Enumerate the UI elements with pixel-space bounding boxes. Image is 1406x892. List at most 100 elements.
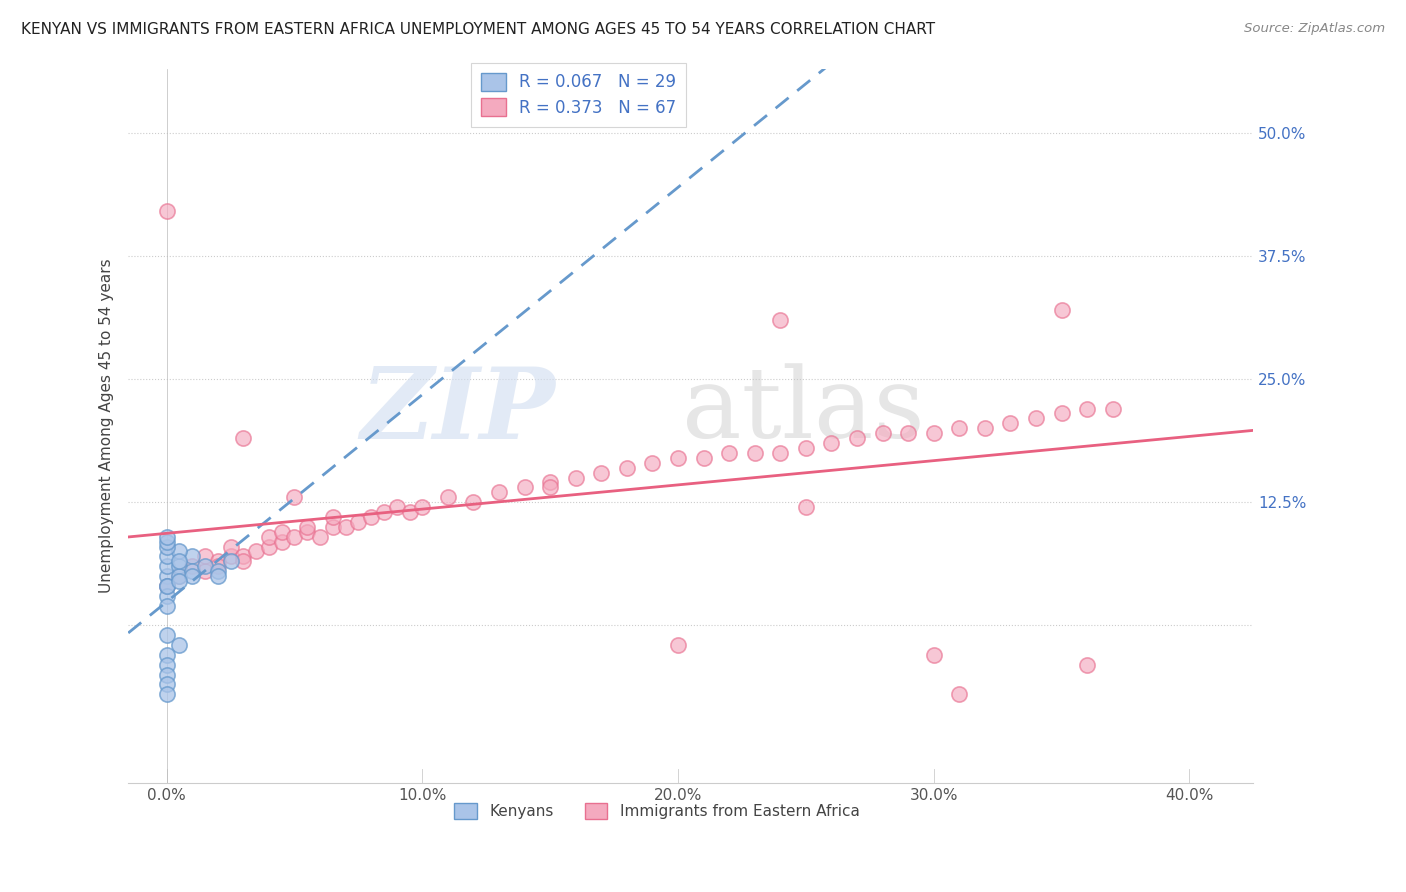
Point <box>155 657 177 672</box>
Point <box>207 554 229 568</box>
Point <box>181 559 204 574</box>
Point <box>270 524 292 539</box>
Point <box>270 534 292 549</box>
Text: atlas: atlas <box>682 364 925 459</box>
Point <box>155 579 177 593</box>
Point <box>219 540 242 554</box>
Text: ZIP: ZIP <box>361 363 555 459</box>
Point <box>1101 401 1123 416</box>
Point <box>846 431 869 445</box>
Point <box>948 687 970 701</box>
Point <box>769 313 792 327</box>
Point <box>169 554 191 568</box>
Point <box>872 426 894 441</box>
Point <box>794 441 817 455</box>
Point <box>666 638 689 652</box>
Point <box>155 540 177 554</box>
Y-axis label: Unemployment Among Ages 45 to 54 years: Unemployment Among Ages 45 to 54 years <box>100 259 114 593</box>
Point <box>155 204 177 219</box>
Point <box>1050 303 1073 318</box>
Point <box>1076 657 1098 672</box>
Point <box>373 505 395 519</box>
Point <box>194 549 217 564</box>
Point <box>922 426 945 441</box>
Point <box>1076 401 1098 416</box>
Point <box>347 515 370 529</box>
Point <box>257 540 280 554</box>
Point <box>155 677 177 691</box>
Point <box>538 475 561 490</box>
Point <box>1050 407 1073 421</box>
Point <box>219 554 242 568</box>
Point <box>1000 417 1022 431</box>
Point <box>666 450 689 465</box>
Point <box>360 510 382 524</box>
Point <box>463 495 485 509</box>
Point <box>820 436 842 450</box>
Point <box>207 569 229 583</box>
Point <box>232 554 254 568</box>
Point <box>591 466 613 480</box>
Point <box>692 450 714 465</box>
Point <box>538 480 561 494</box>
Point <box>283 530 305 544</box>
Point <box>169 638 191 652</box>
Point <box>207 564 229 578</box>
Point <box>718 446 741 460</box>
Point <box>155 559 177 574</box>
Point <box>155 687 177 701</box>
Point <box>322 520 344 534</box>
Point <box>411 500 433 514</box>
Point <box>219 549 242 564</box>
Point <box>169 569 191 583</box>
Point <box>155 599 177 613</box>
Point <box>155 549 177 564</box>
Point <box>232 549 254 564</box>
Point <box>181 564 204 578</box>
Point <box>155 534 177 549</box>
Text: KENYAN VS IMMIGRANTS FROM EASTERN AFRICA UNEMPLOYMENT AMONG AGES 45 TO 54 YEARS : KENYAN VS IMMIGRANTS FROM EASTERN AFRICA… <box>21 22 935 37</box>
Point <box>155 530 177 544</box>
Point <box>257 530 280 544</box>
Point <box>322 510 344 524</box>
Legend: Kenyans, Immigrants from Eastern Africa: Kenyans, Immigrants from Eastern Africa <box>449 797 866 825</box>
Point <box>897 426 920 441</box>
Point <box>194 559 217 574</box>
Point <box>194 564 217 578</box>
Point <box>155 589 177 603</box>
Point <box>1025 411 1047 425</box>
Point <box>794 500 817 514</box>
Point <box>744 446 766 460</box>
Point <box>155 667 177 681</box>
Point <box>155 579 177 593</box>
Text: Source: ZipAtlas.com: Source: ZipAtlas.com <box>1244 22 1385 36</box>
Point <box>169 574 191 588</box>
Point <box>207 559 229 574</box>
Point <box>922 648 945 662</box>
Point <box>155 579 177 593</box>
Point <box>297 524 319 539</box>
Point <box>155 569 177 583</box>
Point <box>181 549 204 564</box>
Point <box>283 490 305 504</box>
Point <box>564 470 586 484</box>
Point <box>245 544 267 558</box>
Point <box>398 505 420 519</box>
Point <box>385 500 408 514</box>
Point <box>948 421 970 435</box>
Point <box>297 520 319 534</box>
Point <box>437 490 460 504</box>
Point <box>309 530 332 544</box>
Point <box>169 569 191 583</box>
Point <box>513 480 536 494</box>
Point <box>973 421 995 435</box>
Point <box>232 431 254 445</box>
Point <box>155 648 177 662</box>
Point <box>155 628 177 642</box>
Point <box>641 456 664 470</box>
Point <box>169 544 191 558</box>
Point <box>181 569 204 583</box>
Point <box>488 485 510 500</box>
Point <box>335 520 357 534</box>
Point <box>769 446 792 460</box>
